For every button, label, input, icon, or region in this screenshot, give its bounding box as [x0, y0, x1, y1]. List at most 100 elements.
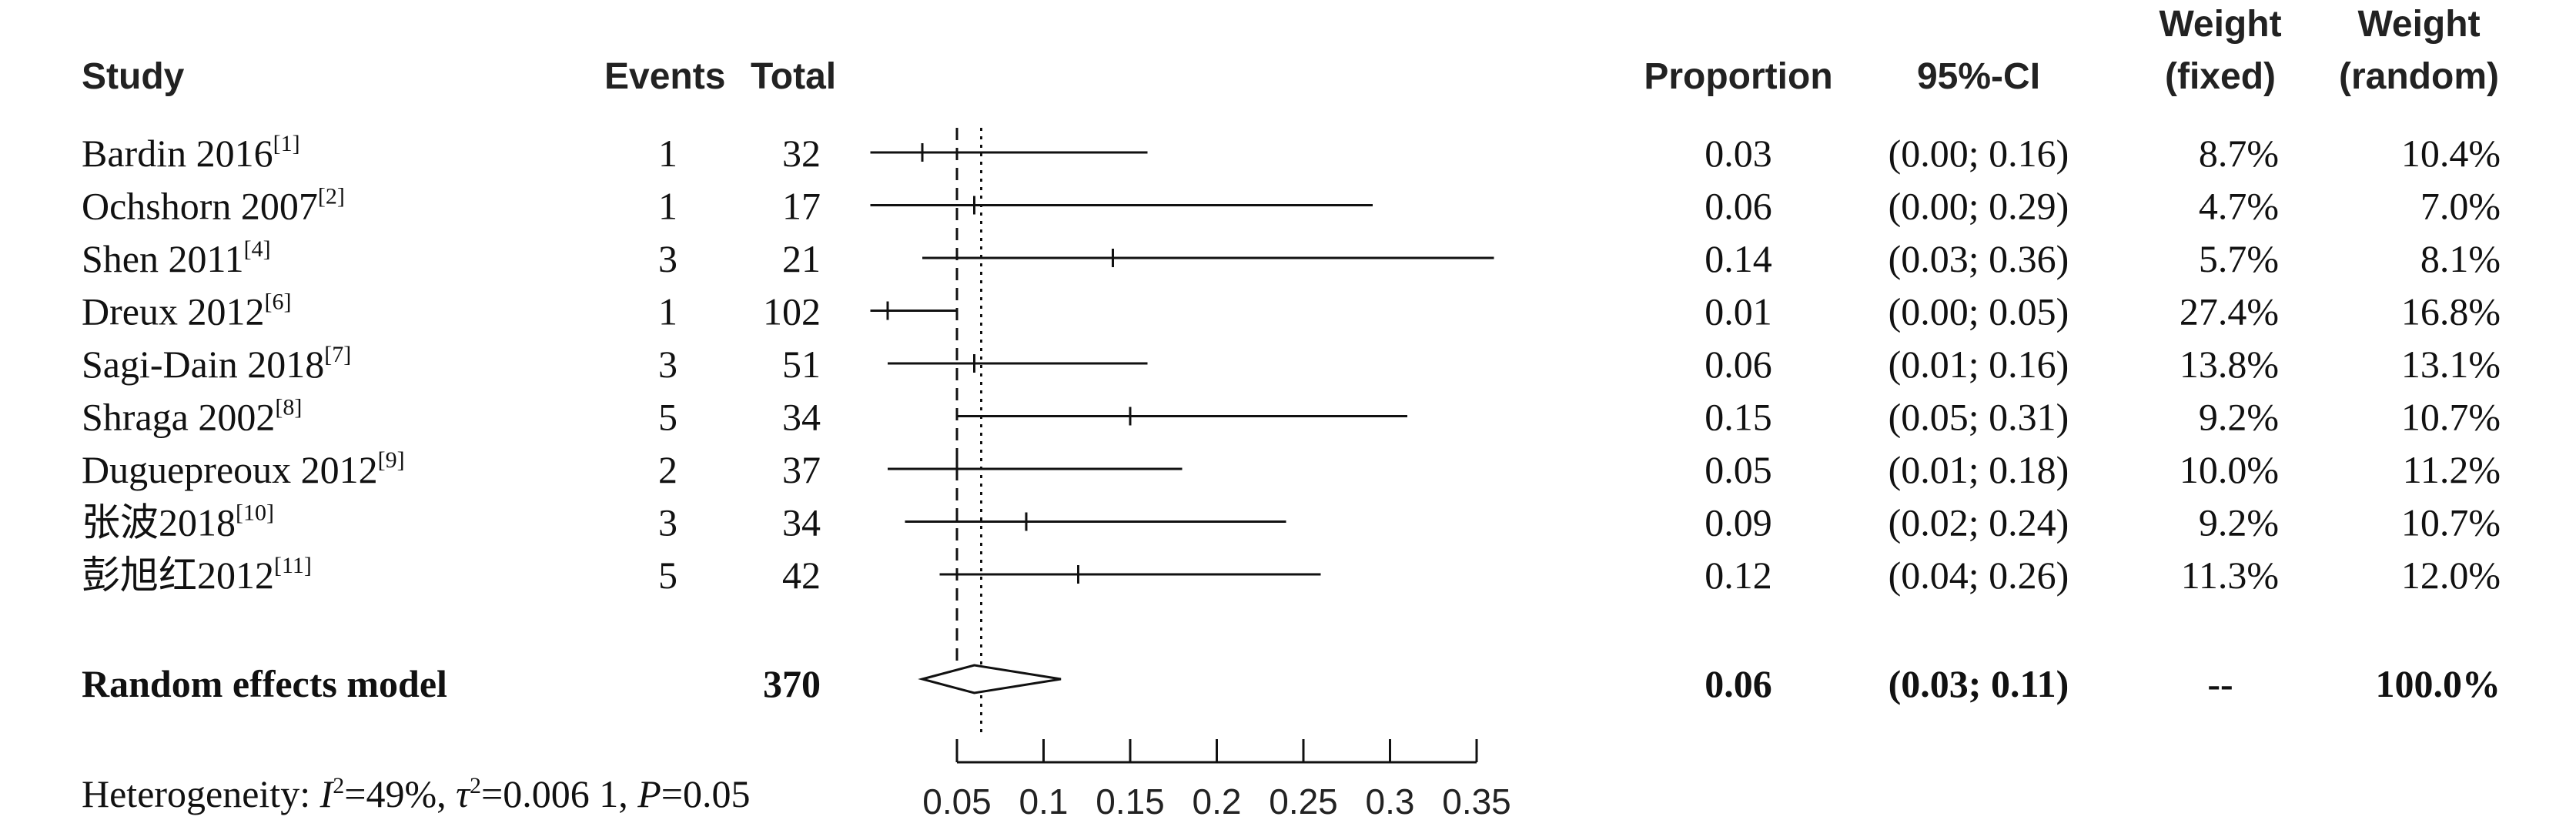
study-reference: [8]	[275, 395, 302, 420]
x-tick-label: 0.1	[1019, 781, 1069, 822]
study-name: Bardin 2016[1]	[82, 131, 300, 175]
study-ci: (0.01; 0.18)	[1889, 448, 2069, 491]
summary-label: Random effects model	[82, 662, 447, 705]
study-ci: (0.01; 0.16)	[1889, 343, 2069, 386]
study-reference: [9]	[378, 447, 405, 473]
study-total: 37	[782, 448, 821, 491]
study-total: 21	[782, 237, 821, 280]
study-events: 1	[658, 132, 677, 175]
study-row: 张波2018[10] 3 34 0.09 (0.02; 0.24) 9.2% 10.7%	[82, 500, 2501, 544]
summary-diamond	[918, 664, 1062, 694]
study-weight-fixed: 8.7%	[2199, 132, 2279, 175]
study-ci: (0.00; 0.05)	[1889, 290, 2069, 333]
study-proportion: 0.03	[1705, 132, 1772, 175]
study-reference: [6]	[264, 289, 291, 315]
study-row: Duguepreoux 2012[9] 2 37 0.05 (0.01; 0.18) 10…	[82, 447, 2501, 491]
study-row: Bardin 2016[1] 1 32 0.03 (0.00; 0.16) 8.7% 10.…	[82, 131, 2501, 175]
study-name-text: Shen 2011	[82, 237, 244, 280]
study-events: 5	[658, 554, 677, 597]
study-events: 1	[658, 290, 677, 333]
study-ci: (0.04; 0.26)	[1889, 554, 2069, 597]
study-weight-random: 7.0%	[2420, 185, 2501, 228]
study-weight-random: 10.7%	[2401, 396, 2501, 439]
study-total: 34	[782, 396, 821, 439]
study-events: 5	[658, 396, 677, 439]
study-name-text: 彭旭红2012	[82, 554, 274, 597]
heterogeneity-tau-symbol: τ	[456, 772, 471, 815]
study-events: 3	[658, 237, 677, 280]
plot-area: 0.05 0.1 0.15 0.2 0.25 0.3 0.35	[870, 128, 1511, 822]
header-study: Study	[82, 56, 185, 97]
study-rows: Bardin 2016[1] 1 32 0.03 (0.00; 0.16) 8.7% 10.…	[82, 131, 2501, 597]
study-name-text: Duguepreoux 2012	[82, 448, 378, 491]
header-weight-fixed-line1: Weight	[2159, 4, 2281, 45]
x-tick-label: 0.3	[1366, 781, 1415, 822]
study-name-text: Bardin 2016	[82, 132, 273, 175]
heterogeneity-p-symbol: P	[637, 772, 661, 815]
study-weight-random: 11.2%	[2403, 448, 2501, 491]
study-weight-fixed: 4.7%	[2199, 185, 2279, 228]
study-proportion: 0.06	[1705, 343, 1772, 386]
study-weight-fixed: 27.4%	[2180, 290, 2279, 333]
summary-total: 370	[763, 662, 821, 705]
study-proportion: 0.06	[1705, 185, 1772, 228]
study-name-text: 张波2018	[82, 501, 236, 544]
heterogeneity-tau-sup: 2	[470, 773, 481, 798]
x-tick-label: 0.15	[1096, 781, 1165, 822]
study-total: 17	[782, 185, 821, 228]
study-name: Duguepreoux 2012[9]	[82, 447, 405, 491]
study-name-text: Sagi-Dain 2018	[82, 343, 324, 386]
study-weight-fixed: 9.2%	[2199, 396, 2279, 439]
heterogeneity-i-sup: 2	[333, 773, 344, 798]
study-ci: (0.00; 0.16)	[1889, 132, 2069, 175]
study-proportion: 0.14	[1705, 237, 1772, 280]
study-row: Shen 2011[4] 3 21 0.14 (0.03; 0.36) 5.7% 8.1%	[82, 236, 2501, 280]
study-reference: [4]	[244, 236, 271, 262]
study-total: 34	[782, 501, 821, 544]
x-tick-label: 0.2	[1193, 781, 1242, 822]
study-weight-random: 13.1%	[2401, 343, 2501, 386]
study-name: Shraga 2002[8]	[82, 395, 302, 439]
summary-ci: (0.03; 0.11)	[1889, 662, 2069, 705]
study-reference: [10]	[236, 500, 274, 526]
study-name: Ochshorn 2007[2]	[82, 184, 345, 228]
heterogeneity-i2-value: =49%,	[344, 772, 456, 815]
header-weight-random-line2: (random)	[2339, 56, 2499, 97]
heterogeneity-i-symbol: I	[319, 772, 335, 815]
study-row: Shraga 2002[8] 5 34 0.15 (0.05; 0.31) 9.2% 10.…	[82, 395, 2501, 439]
study-weight-fixed: 5.7%	[2199, 237, 2279, 280]
heterogeneity-text: Heterogeneity: I2=49%, τ2=0.006 1, P=0.0…	[82, 772, 750, 815]
summary-weight-random: 100.0%	[2376, 662, 2501, 705]
study-name: 彭旭红2012[11]	[82, 553, 312, 597]
study-events: 3	[658, 501, 677, 544]
study-name: Sagi-Dain 2018[7]	[82, 342, 351, 386]
study-weight-random: 10.4%	[2401, 132, 2501, 175]
summary-proportion: 0.06	[1705, 662, 1772, 705]
heterogeneity-prefix: Heterogeneity:	[82, 772, 320, 815]
study-events: 1	[658, 185, 677, 228]
heterogeneity-p-value: =0.05	[661, 772, 751, 815]
study-ci: (0.00; 0.29)	[1889, 185, 2069, 228]
study-name: 张波2018[10]	[82, 500, 274, 544]
study-proportion: 0.05	[1705, 448, 1772, 491]
study-weight-fixed: 13.8%	[2180, 343, 2279, 386]
study-total: 32	[782, 132, 821, 175]
study-ci: (0.02; 0.24)	[1889, 501, 2069, 544]
study-weight-fixed: 11.3%	[2181, 554, 2279, 597]
study-total: 42	[782, 554, 821, 597]
x-tick-label: 0.05	[922, 781, 992, 822]
study-name-text: Dreux 2012	[82, 290, 264, 333]
study-reference: [11]	[274, 553, 312, 578]
study-weight-fixed: 10.0%	[2180, 448, 2279, 491]
study-row: Sagi-Dain 2018[7] 3 51 0.06 (0.01; 0.16) 13.8…	[82, 342, 2501, 386]
study-row: 彭旭红2012[11] 5 42 0.12 (0.04; 0.26) 11.3% 12.0%	[82, 553, 2501, 597]
study-proportion: 0.09	[1705, 501, 1772, 544]
study-weight-random: 16.8%	[2401, 290, 2501, 333]
summary-weight-fixed: --	[2207, 662, 2233, 705]
study-name: Shen 2011[4]	[82, 236, 271, 280]
study-events: 2	[658, 448, 677, 491]
study-name-text: Shraga 2002	[82, 396, 275, 439]
x-tick-label: 0.25	[1269, 781, 1338, 822]
study-name-text: Ochshorn 2007	[82, 185, 318, 228]
